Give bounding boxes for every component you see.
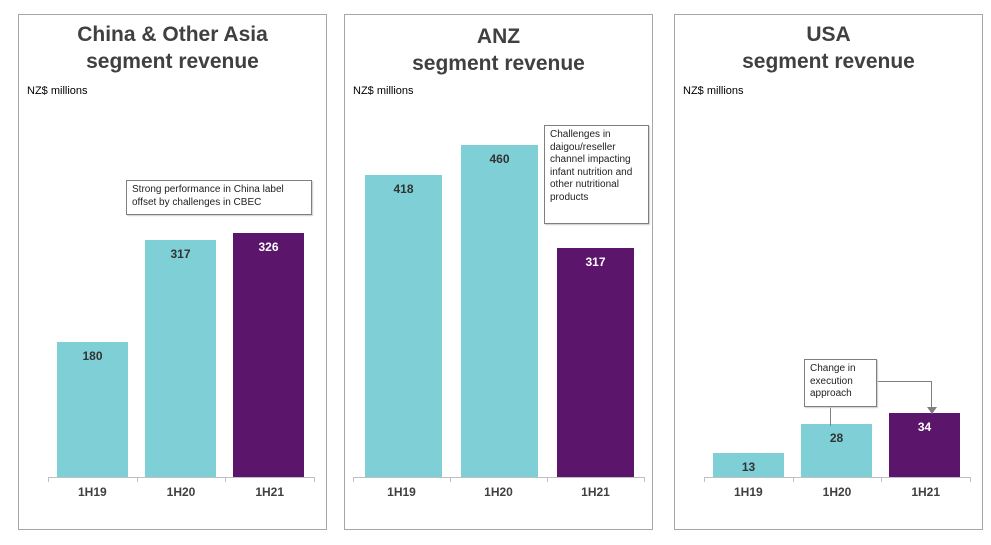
data-label: 34 [917,420,932,435]
x-axis-tick [792,477,794,482]
unit-label: NZ$ millions [683,85,744,97]
bar-1h20 [801,424,872,477]
bar-1h19 [365,175,442,477]
unit-label: NZ$ millions [27,85,88,97]
x-axis-tick [353,477,354,482]
title-line-2: segment revenue [742,50,915,73]
x-axis-tick [881,477,883,482]
data-label: 317 [585,255,606,270]
bar-1h21 [233,233,304,477]
bar-1h21 [889,413,960,477]
connector-line [830,406,831,426]
title-line-1: ANZ [476,25,521,48]
x-axis-tick [48,477,49,482]
category-label: 1H20 [822,485,852,499]
data-label: 326 [258,240,279,255]
x-axis-tick [547,477,548,482]
bar-1h19 [57,342,128,477]
data-label: 460 [489,151,510,166]
title-line-2: segment revenue [86,50,259,73]
anz-panel: ANZ segment revenue NZ$ millions Challeng… [344,14,653,530]
annotation-callout: Challenges in daigou/reseller channel im… [544,125,649,224]
connector-line [875,381,931,382]
category-label: 1H21 [581,485,610,499]
x-axis-line [353,477,644,478]
annotation-callout: Change in execution approach [804,359,877,407]
china-other-asia-panel: China & Other Asia segment revenue NZ$ mi… [18,14,327,530]
category-label: 1H20 [166,485,196,499]
x-axis-tick [136,477,138,482]
x-axis-tick [970,477,971,482]
category-label: 1H21 [255,485,284,499]
chart-title: USA segment revenue [675,21,982,75]
x-axis-tick [704,477,705,482]
x-axis-tick [450,477,451,482]
title-line-2: segment revenue [412,52,585,75]
bar-1h19 [713,452,784,477]
data-label: 28 [829,431,844,446]
title-line-1: China & Other Asia [77,23,268,46]
annotation-callout: Strong performance in China label offset… [126,180,312,215]
data-label: 418 [393,182,414,197]
chart-title: China & Other Asia segment revenue [19,21,326,75]
category-label: 1H20 [484,485,513,499]
x-axis-line [704,477,970,478]
connector-line [931,381,932,409]
bar-1h20 [145,239,216,477]
data-label: 317 [170,246,191,261]
x-axis-tick [644,477,645,482]
category-label: 1H19 [77,485,107,499]
category-label: 1H19 [733,485,763,499]
x-axis-line [48,477,314,478]
unit-label: NZ$ millions [353,85,414,97]
bar-1h21 [557,248,634,477]
category-label: 1H21 [911,485,940,499]
data-label: 180 [82,349,103,364]
category-label: 1H19 [387,485,416,499]
bar-1h20 [461,144,538,477]
x-axis-tick [314,477,315,482]
data-label: 13 [741,459,756,474]
usa-panel: USA segment revenue NZ$ millions Change i… [674,14,983,530]
title-line-1: USA [806,23,851,46]
arrow-head-icon [927,407,937,414]
x-axis-tick [225,477,227,482]
chart-title: ANZ segment revenue [345,23,652,77]
